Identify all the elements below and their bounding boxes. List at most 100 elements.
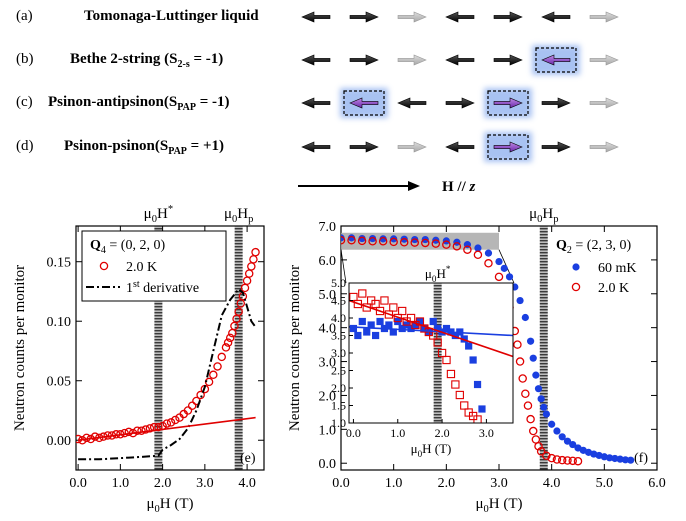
- inset-y-tick-label: 1.5: [331, 399, 346, 413]
- data-point: [372, 332, 379, 339]
- legend-label: 2.0 K: [598, 281, 629, 296]
- spin-right-arrow: [590, 142, 618, 152]
- x-tick-label: 0.0: [69, 476, 87, 491]
- data-point: [532, 372, 539, 379]
- x-tick-label: 1.0: [385, 476, 403, 491]
- legend-f: Q2 = (2, 3, 0) 60 mK 2.0 K: [556, 238, 637, 296]
- panel-f: 0.0 1.0 2.0 3.0 4.0 5.0 6.00.01.02.03.04.05.06…: [287, 220, 666, 491]
- spin-left-arrow: [302, 98, 330, 108]
- data-point: [354, 332, 361, 339]
- legend-marker: [572, 283, 579, 290]
- spin-right-arrow: [542, 142, 570, 152]
- data-point: [538, 395, 545, 402]
- data-point: [516, 297, 523, 304]
- inset-y-tick-label: 5.0: [331, 276, 346, 290]
- x-tick-label: 5.0: [596, 476, 614, 491]
- inset-y-tick-label: 2.0: [331, 381, 346, 395]
- inset: 0.0 1.0 2.0 3.01.01.52.02.53.03.54.04.55.0: [331, 276, 513, 440]
- data-point: [474, 381, 481, 388]
- data-point: [522, 390, 529, 397]
- x-tick-label: 2.0: [438, 476, 456, 491]
- data-point: [252, 249, 259, 256]
- top-label-hstar: μ0H*: [144, 204, 173, 225]
- inset-x-tick-label: 3.0: [479, 426, 494, 440]
- data-point: [359, 318, 366, 325]
- spin-right-arrow: [350, 55, 378, 65]
- data-point: [535, 385, 542, 392]
- legend-marker: [572, 263, 579, 270]
- data-point: [540, 404, 547, 411]
- panel-e: 0.0 1.0 2.0 3.0 4.0 0.00 0.05 0.10 0.15 Neutron c…: [12, 226, 264, 491]
- x-tick-label: 4.0: [238, 476, 256, 491]
- data-point: [530, 355, 537, 362]
- spin-right-arrow: [350, 142, 378, 152]
- y-tick-label: 6.0: [319, 254, 337, 269]
- panel-label-f: (f): [634, 451, 648, 466]
- panel-label-e: (e): [240, 451, 256, 466]
- data-point: [495, 258, 502, 265]
- data-point: [248, 263, 255, 270]
- data-point: [485, 250, 492, 257]
- data-point: [350, 325, 357, 332]
- spin-right-arrow: [446, 98, 474, 108]
- inset-y-tick-label: 3.5: [331, 329, 346, 343]
- field-arrowhead: [408, 181, 420, 191]
- data-point: [465, 342, 472, 349]
- data-point: [470, 356, 477, 363]
- spin-right-arrow: [590, 98, 618, 108]
- data-point: [189, 402, 196, 409]
- critical-field-band: [434, 283, 442, 423]
- data-point: [363, 328, 370, 335]
- data-point: [478, 405, 485, 412]
- data-point: [519, 375, 526, 382]
- data-point: [506, 273, 513, 280]
- data-point: [516, 358, 523, 365]
- data-point: [214, 363, 221, 370]
- data-point: [530, 427, 537, 434]
- series-fit: [78, 418, 256, 441]
- x-tick-label: 1.0: [112, 476, 130, 491]
- data-point: [543, 410, 550, 417]
- critical-field-band: [235, 226, 243, 470]
- data-point: [574, 458, 581, 465]
- x-tick-label: 4.0: [543, 476, 561, 491]
- data-point: [244, 277, 251, 284]
- legend-label: 60 mK: [598, 261, 637, 276]
- series-line: [78, 418, 256, 441]
- inset-y-tick-label: 4.5: [331, 294, 346, 308]
- inset-y-tick-label: 1.0: [331, 416, 346, 430]
- y-axis-label: Neutron counts per monitor: [287, 265, 303, 431]
- data-point: [527, 338, 534, 345]
- data-point: [246, 270, 253, 277]
- spin-left-arrow: [398, 98, 426, 108]
- y-tick-label: 7.0: [319, 220, 337, 235]
- spin-right-arrow: [542, 98, 570, 108]
- spin-left-arrow: [302, 55, 330, 65]
- inset-y-tick-label: 3.0: [331, 346, 346, 360]
- spin-left-arrow: [542, 12, 570, 22]
- data-point: [474, 251, 481, 258]
- spin-right-arrow: [494, 55, 522, 65]
- spin-right-arrow: [590, 55, 618, 65]
- spin-left-arrow: [446, 55, 474, 65]
- x-tick-label: 3.0: [490, 476, 508, 491]
- spin-left-arrow: [446, 12, 474, 22]
- x-axis-label: μ0H (T): [146, 496, 193, 515]
- y-tick-label: 0.05: [47, 375, 72, 390]
- data-point: [527, 416, 534, 423]
- inset-x-axis-label: μ0H (T): [411, 441, 452, 459]
- inset-x-tick-label: 0.0: [346, 426, 361, 440]
- y-tick-label: 0.0: [319, 457, 337, 472]
- critical-field-band: [540, 226, 548, 470]
- inset-x-tick-label: 2.0: [435, 426, 450, 440]
- spin-right-arrow: [590, 12, 618, 22]
- inset-y-tick-label: 4.0: [331, 311, 346, 325]
- spin-right-arrow: [494, 12, 522, 22]
- y-tick-label: 0.00: [47, 434, 72, 449]
- data-point: [250, 256, 257, 263]
- data-point: [376, 318, 383, 325]
- data-point: [501, 265, 508, 272]
- legend-q: Q2 = (2, 3, 0): [556, 238, 631, 256]
- inset-top-label: μ0H*: [425, 264, 451, 284]
